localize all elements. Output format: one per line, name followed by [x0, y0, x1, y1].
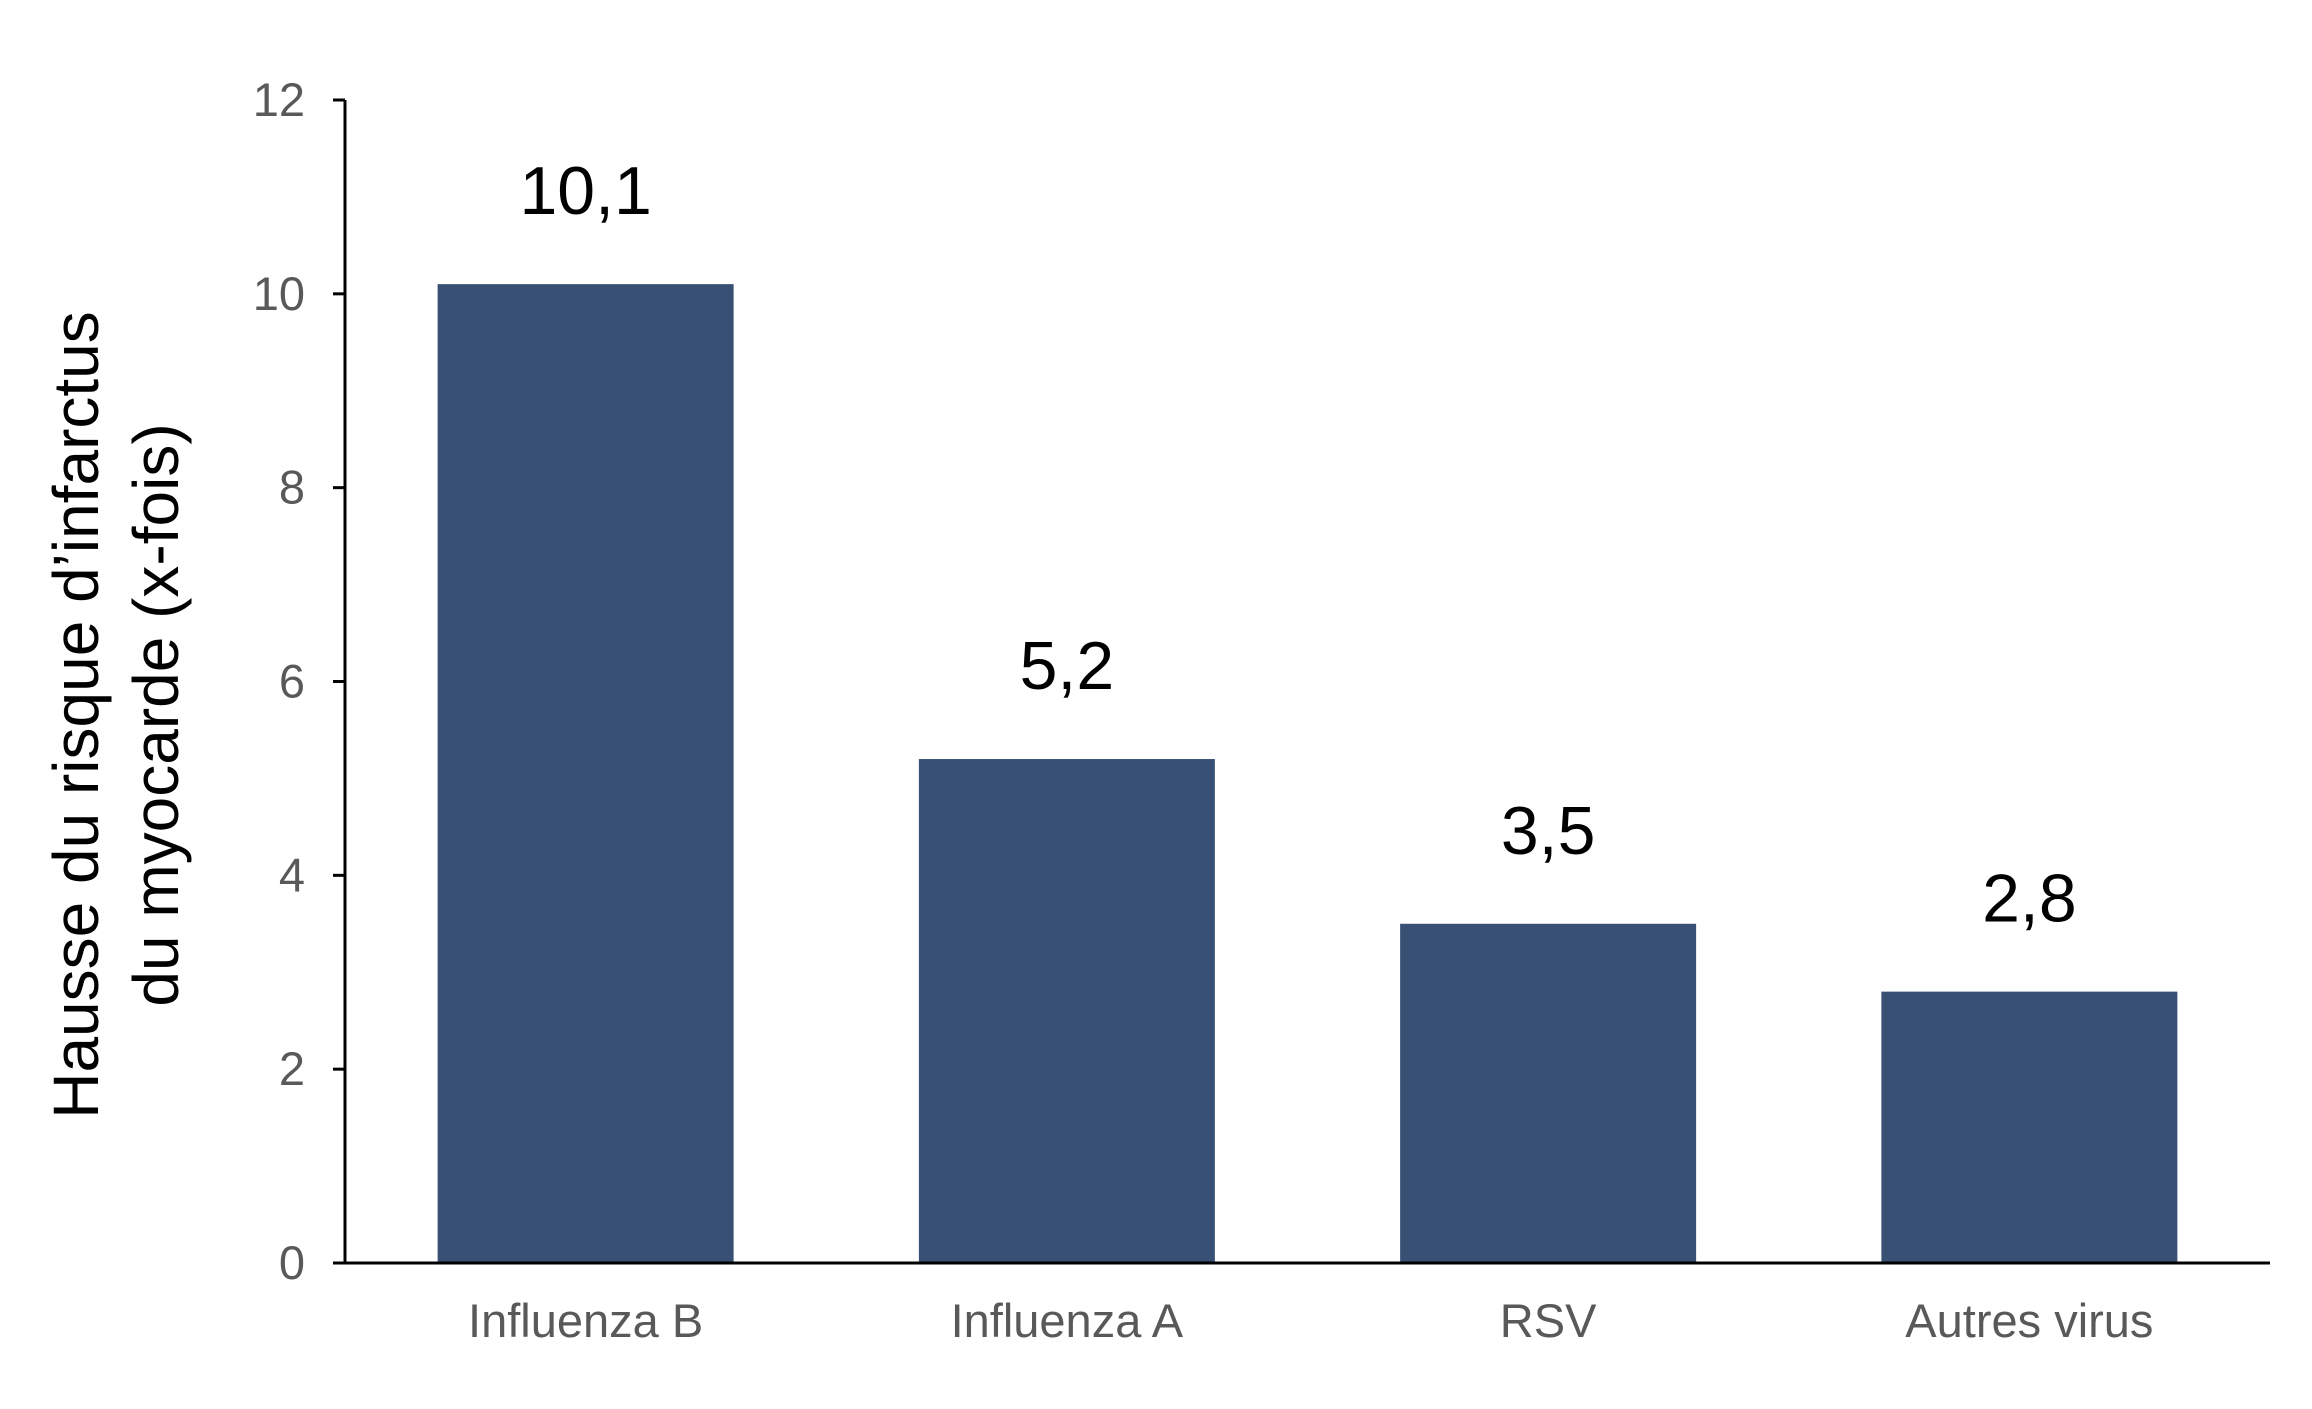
bar — [1400, 923, 1697, 1263]
bar — [437, 284, 734, 1263]
data-label: 5,2 — [1020, 628, 1115, 704]
x-tick-label: Influenza A — [951, 1294, 1184, 1347]
x-tick-label: RSV — [1500, 1294, 1597, 1347]
axes — [343, 100, 2270, 1265]
x-axis-labels: Influenza B Influenza A RSV Autres virus — [468, 1294, 2153, 1347]
data-labels: 10,1 5,2 3,5 2,8 — [519, 153, 2076, 936]
x-tick-label: Influenza B — [468, 1294, 703, 1347]
data-label: 3,5 — [1501, 793, 1596, 869]
y-tick-label: 12 — [253, 73, 305, 126]
y-axis-title-line: Hausse du risque d’infarctus — [40, 311, 112, 1119]
y-axis-ticks: 0 2 4 6 8 10 12 — [253, 73, 345, 1289]
data-label: 10,1 — [519, 153, 651, 229]
y-tick-label: 10 — [253, 267, 305, 320]
bars — [437, 284, 2178, 1263]
y-tick-label: 6 — [279, 655, 305, 708]
x-tick-label: Autres virus — [1905, 1294, 2153, 1347]
y-axis-title-line: du myocarde (x-fois) — [120, 423, 192, 1006]
data-label: 2,8 — [1982, 861, 2077, 937]
y-tick-label: 2 — [279, 1042, 305, 1095]
y-tick-label: 8 — [279, 461, 305, 514]
bar — [1881, 991, 2178, 1263]
y-axis-title: Hausse du risque d’infarctus du myocarde … — [40, 311, 192, 1119]
bar — [918, 759, 1215, 1263]
y-tick-label: 4 — [279, 848, 305, 901]
y-tick-label: 0 — [279, 1236, 305, 1289]
